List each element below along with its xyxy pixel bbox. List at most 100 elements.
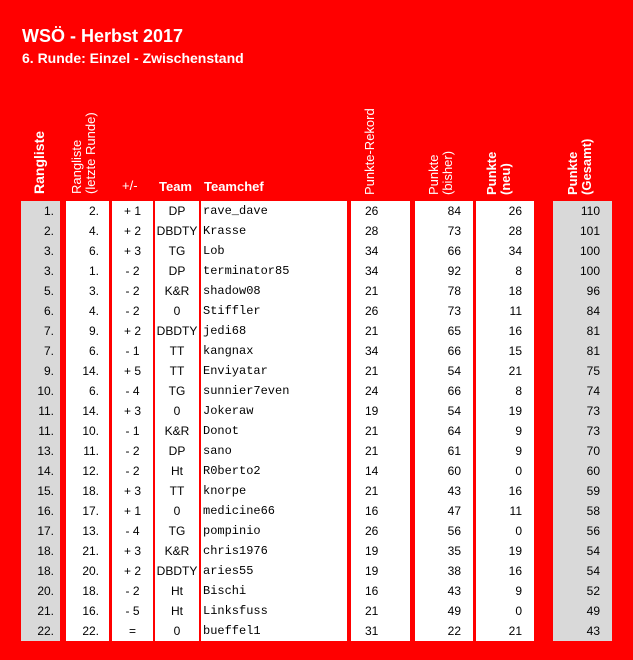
cell-neu: 9 bbox=[515, 424, 522, 438]
cell-chef: terminator85 bbox=[203, 264, 290, 278]
cell-bisher: 73 bbox=[447, 304, 461, 318]
cell-prev: 9. bbox=[88, 324, 99, 338]
cell-bisher: 54 bbox=[447, 364, 461, 378]
cell-chef: knorpe bbox=[203, 484, 247, 498]
cell-team: DBDTY bbox=[156, 324, 198, 338]
cell-neu: 11 bbox=[509, 304, 522, 318]
cell-team: Ht bbox=[171, 584, 183, 598]
cell-neu: 8 bbox=[515, 264, 522, 278]
cell-rank: 18. bbox=[37, 544, 54, 558]
cell-gesamt: 81 bbox=[586, 324, 600, 338]
cell-diff: + 3 bbox=[123, 244, 141, 258]
cell-rekord: 21 bbox=[365, 444, 379, 458]
cell-rank: 16. bbox=[37, 504, 54, 518]
cell-gesamt: 101 bbox=[579, 224, 600, 238]
cell-gesamt: 60 bbox=[586, 464, 600, 478]
cell-chef: Lob bbox=[203, 244, 225, 258]
cell-prev: 6. bbox=[88, 244, 99, 258]
cell-team: DP bbox=[168, 444, 186, 458]
cell-neu: 16 bbox=[508, 484, 522, 498]
cell-team: TT bbox=[169, 344, 185, 358]
cell-gesamt: 81 bbox=[586, 344, 600, 358]
column-punkte-rekord: 26 28 34 34 21 26 21 34 21 24 19 21 21 14 21 16 26 19 19 16… bbox=[351, 201, 410, 641]
cell-rekord: 34 bbox=[365, 264, 379, 278]
cell-prev: 18. bbox=[82, 484, 99, 498]
cell-gesamt: 73 bbox=[586, 424, 600, 438]
cell-diff: - 4 bbox=[125, 524, 140, 538]
cell-bisher: 66 bbox=[447, 384, 461, 398]
cell-gesamt: 100 bbox=[579, 244, 600, 258]
cell-chef: chris1976 bbox=[203, 544, 268, 558]
cell-diff: - 2 bbox=[125, 584, 140, 598]
cell-team: 0 bbox=[173, 304, 181, 318]
cell-rekord: 34 bbox=[365, 244, 379, 258]
cell-neu: 11 bbox=[509, 504, 522, 518]
header-punkte-neu-line2: (neu) bbox=[498, 163, 513, 195]
cell-rekord: 21 bbox=[365, 484, 379, 498]
cell-team: DBDTY bbox=[156, 564, 198, 578]
cell-diff: + 2 bbox=[123, 224, 141, 238]
cell-diff: - 1 bbox=[125, 344, 140, 358]
cell-team: K&R bbox=[164, 284, 190, 298]
column-team: DP DBDTY TG DP K&R 0 DBDTY TT TT TG 0 K&R DP Ht TT 0 TG K… bbox=[155, 201, 199, 641]
cell-prev: 6. bbox=[88, 344, 99, 358]
cell-prev: 21. bbox=[82, 544, 99, 558]
cell-rank: 7. bbox=[43, 344, 54, 358]
cell-gesamt: 84 bbox=[586, 304, 600, 318]
cell-team: TT bbox=[169, 364, 185, 378]
header-punkte-bisher: Punkte (bisher) bbox=[426, 145, 455, 195]
cell-chef: sunnier7even bbox=[203, 384, 290, 398]
cell-prev: 2. bbox=[88, 204, 99, 218]
header-rangliste-letzte: Rangliste (letzte Runde) bbox=[69, 110, 98, 194]
cell-chef: kangnax bbox=[203, 344, 254, 358]
cell-neu: 16 bbox=[508, 564, 522, 578]
cell-team: K&R bbox=[164, 424, 190, 438]
cell-team: Ht bbox=[171, 604, 183, 618]
cell-gesamt: 73 bbox=[586, 404, 600, 418]
cell-chef: shadow08 bbox=[203, 284, 261, 298]
cell-chef: medicine66 bbox=[203, 504, 276, 518]
header-punkte-gesamt-line2: (Gesamt) bbox=[579, 138, 594, 195]
cell-diff: + 2 bbox=[123, 564, 141, 578]
cell-gesamt: 54 bbox=[586, 544, 600, 558]
cell-diff: - 2 bbox=[125, 304, 140, 318]
cell-diff: + 1 bbox=[123, 504, 141, 518]
cell-rekord: 21 bbox=[365, 324, 379, 338]
cell-diff: - 4 bbox=[125, 384, 140, 398]
cell-prev: 18. bbox=[82, 584, 99, 598]
cell-bisher: 47 bbox=[447, 504, 461, 518]
cell-neu: 0 bbox=[515, 604, 522, 618]
cell-bisher: 84 bbox=[447, 204, 461, 218]
cell-prev: 10. bbox=[82, 424, 99, 438]
cell-rank: 15. bbox=[37, 484, 54, 498]
cell-rank: 7. bbox=[43, 324, 54, 338]
column-punkte-gesamt: 110 101 100 100 96 84 81 81 75 74 73 73 70 60 59 58 56 54… bbox=[553, 201, 612, 641]
cell-chef: bueffel1 bbox=[203, 624, 261, 638]
cell-chef: Stiffler bbox=[203, 304, 261, 318]
cell-prev: 11. bbox=[83, 444, 99, 458]
header-rangliste-letzte-line2: (letzte Runde) bbox=[83, 112, 98, 194]
cell-bisher: 66 bbox=[447, 244, 461, 258]
column-punkte-neu: 26 28 34 8 18 11 16 15 21 8 19 9 9 0 16 11 0 19 16 9 0 21 bbox=[476, 201, 534, 641]
cell-prev: 14. bbox=[82, 404, 99, 418]
cell-prev: 22. bbox=[82, 624, 99, 638]
cell-neu: 8 bbox=[515, 384, 522, 398]
cell-rekord: 31 bbox=[365, 624, 379, 638]
cell-rekord: 34 bbox=[365, 344, 379, 358]
cell-prev: 14. bbox=[82, 364, 99, 378]
cell-bisher: 43 bbox=[447, 484, 461, 498]
cell-team: DP bbox=[168, 264, 186, 278]
cell-chef: rave_dave bbox=[203, 204, 268, 218]
column-prev-rank: 2. 4. 6. 1. 3. 4. 9. 6. 14. 6. 14. 10. 11. 12. 18. 17. 1… bbox=[66, 201, 109, 641]
cell-gesamt: 54 bbox=[586, 564, 600, 578]
header-diff: +/- bbox=[122, 178, 138, 193]
cell-gesamt: 58 bbox=[586, 504, 600, 518]
cell-team: DP bbox=[168, 204, 186, 218]
cell-bisher: 66 bbox=[447, 344, 461, 358]
cell-chef: Krasse bbox=[203, 224, 247, 238]
cell-bisher: 35 bbox=[447, 544, 461, 558]
cell-chef: sano bbox=[203, 444, 232, 458]
cell-rekord: 21 bbox=[365, 364, 379, 378]
cell-gesamt: 100 bbox=[579, 264, 600, 278]
cell-rekord: 21 bbox=[365, 424, 379, 438]
